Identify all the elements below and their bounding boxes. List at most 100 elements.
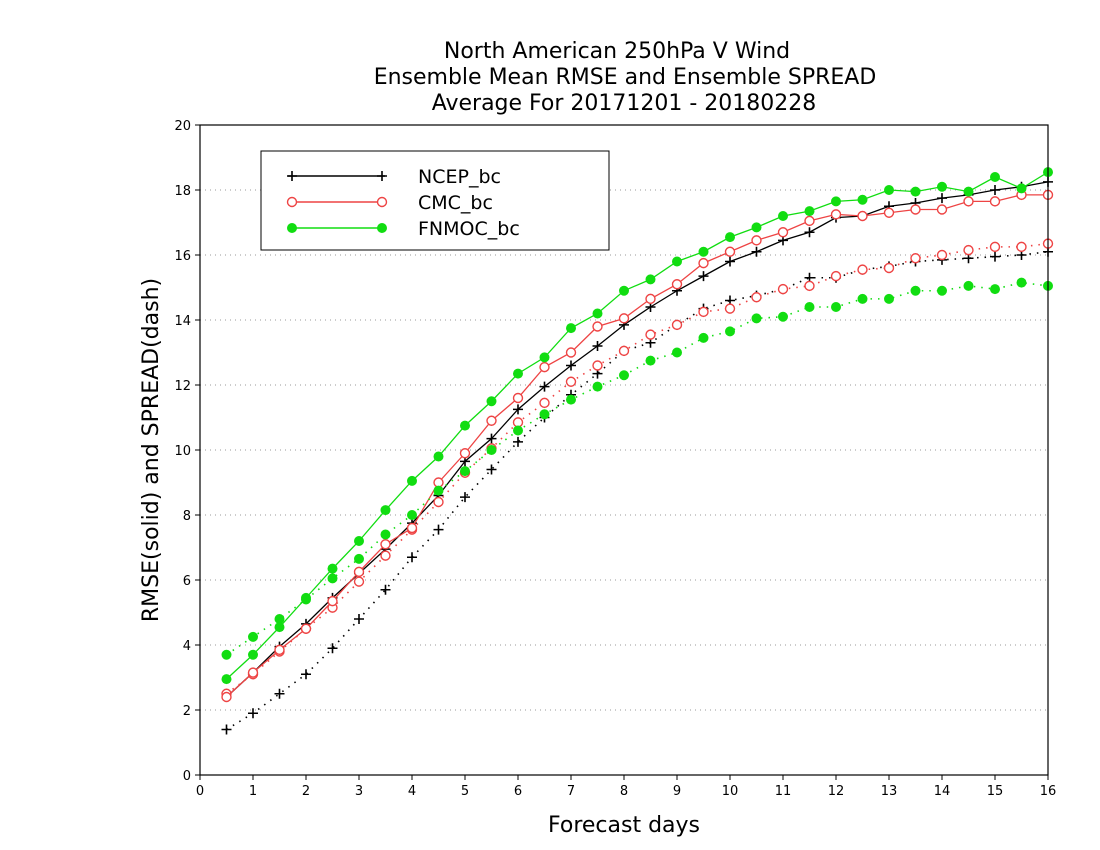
y-tick-label: 16 xyxy=(174,249,191,264)
FNMOC_bc-spread-point xyxy=(619,370,629,381)
FNMOC_bc-spread-point xyxy=(725,326,735,337)
x-tick-label: 15 xyxy=(987,784,1004,799)
x-tick-label: 1 xyxy=(249,784,257,799)
CMC_bc-spread-point xyxy=(857,264,868,275)
y-axis: 0 2 4 6 8 10 12 14 16 18 20 xyxy=(174,119,200,784)
FNMOC_bc-spread-point xyxy=(804,302,815,312)
CMC_bc-spread-point xyxy=(830,270,842,282)
y-tick-label: 10 xyxy=(174,444,191,459)
CMC_bc-rmse-point xyxy=(751,235,762,246)
FNMOC_bc-rmse-point xyxy=(248,649,258,660)
y-tick-label: 20 xyxy=(174,119,191,134)
legend-label-FNMOC_bc: FNMOC_bc xyxy=(418,218,520,240)
CMC_bc-rmse-point xyxy=(910,204,921,215)
CMC_bc-rmse-point xyxy=(724,246,736,257)
CMC_bc-spread-point xyxy=(353,576,365,587)
x-tick-label: 16 xyxy=(1040,784,1057,799)
NCEP_bc-spread-point xyxy=(460,492,470,503)
CMC_bc-rmse-point xyxy=(380,539,391,550)
CMC_bc-spread-point xyxy=(724,303,736,314)
FNMOC_bc-spread-point xyxy=(407,510,417,520)
x-tick-label: 7 xyxy=(567,784,575,799)
FNMOC_bc-rmse-point xyxy=(301,592,311,603)
FNMOC_bc-spread-point xyxy=(937,285,947,296)
CMC_bc-rmse-point xyxy=(698,257,709,269)
x-tick-label: 3 xyxy=(355,784,363,799)
FNMOC_bc-rmse-point xyxy=(1016,183,1027,194)
CMC_bc-spread-point xyxy=(989,241,1001,253)
FNMOC_bc-spread-point xyxy=(1016,277,1027,288)
chart-title: North American 250hPa V Wind Ensemble Me… xyxy=(374,39,877,116)
NCEP_bc-spread-point xyxy=(433,524,444,535)
CMC_bc-rmse-point xyxy=(645,293,656,305)
FNMOC_bc-rmse-point xyxy=(274,622,285,633)
legend-marker-NCEP_bc xyxy=(287,171,297,181)
CMC_bc-rmse-point xyxy=(883,207,895,218)
CMC_bc-spread-point xyxy=(380,550,391,561)
x-axis-label: Forecast days xyxy=(548,813,700,838)
legend-marker-NCEP_bc xyxy=(377,171,387,181)
FNMOC_bc-rmse-point xyxy=(433,451,444,462)
FNMOC_bc-spread-point xyxy=(778,311,788,322)
CMC_bc-spread-point xyxy=(565,376,577,387)
CMC_bc-spread-point xyxy=(910,253,921,264)
FNMOC_bc-spread-point xyxy=(433,485,444,496)
y-tick-label: 2 xyxy=(183,704,191,719)
CMC_bc-spread-line xyxy=(226,242,1049,695)
NCEP_bc-spread-line xyxy=(226,250,1049,731)
CMC_bc-spread-point xyxy=(963,244,974,256)
CMC_bc-rmse-point xyxy=(777,227,789,238)
CMC_bc-rmse-point xyxy=(459,448,471,459)
legend-marker-FNMOC_bc xyxy=(287,223,297,233)
y-tick-label: 4 xyxy=(183,639,191,654)
FNMOC_bc-spread-point xyxy=(910,285,921,296)
NCEP_bc-rmse-point xyxy=(698,271,709,282)
NCEP_bc-rmse-point xyxy=(486,433,497,444)
CMC_bc-spread-point xyxy=(433,496,444,508)
NCEP_bc-spread-point xyxy=(354,614,364,624)
CMC_bc-spread-point xyxy=(804,280,815,292)
legend-label-CMC_bc: CMC_bc xyxy=(418,192,493,214)
FNMOC_bc-rmse-point xyxy=(513,368,523,379)
NCEP_bc-rmse-point xyxy=(592,341,603,351)
FNMOC_bc-spread-point xyxy=(831,302,841,312)
y-tick-label: 6 xyxy=(183,574,191,589)
CMC_bc-spread-point xyxy=(1016,241,1027,253)
legend-box xyxy=(260,150,610,251)
CMC_bc-spread-point xyxy=(751,292,762,303)
x-tick-label: 14 xyxy=(934,784,951,799)
CMC_bc-rmse-point xyxy=(512,392,524,404)
series-FNMOC_bc xyxy=(221,167,1053,685)
CMC_bc-rmse-point xyxy=(989,196,1001,207)
FNMOC_bc-spread-point xyxy=(698,332,709,343)
FNMOC_bc-rmse-point xyxy=(751,222,762,233)
CMC_bc-rmse-point xyxy=(936,204,948,215)
x-tick-label: 11 xyxy=(775,784,792,799)
CMC_bc-rmse-point xyxy=(353,566,365,578)
FNMOC_bc-spread-point xyxy=(645,355,656,366)
FNMOC_bc-rmse-point xyxy=(407,475,417,486)
CMC_bc-spread-point xyxy=(592,360,603,371)
CMC_bc-rmse-point xyxy=(221,691,232,703)
x-tick-label: 12 xyxy=(828,784,845,799)
x-tick-label: 5 xyxy=(461,784,469,799)
FNMOC_bc-spread-point xyxy=(513,425,523,436)
CMC_bc-spread-point xyxy=(883,262,895,274)
FNMOC_bc-rmse-point xyxy=(486,396,497,407)
NCEP_bc-rmse-point xyxy=(566,360,576,371)
CMC_bc-rmse-point xyxy=(274,644,285,656)
title-line-2: Ensemble Mean RMSE and Ensemble SPREAD xyxy=(374,65,877,90)
FNMOC_bc-spread-point xyxy=(460,466,470,477)
legend-marker-CMC_bc xyxy=(376,196,388,208)
FNMOC_bc-rmse-point xyxy=(778,211,788,221)
x-tick-label: 6 xyxy=(514,784,522,799)
NCEP_bc-spread-point xyxy=(990,251,1000,262)
FNMOC_bc-spread-point xyxy=(566,394,576,405)
NCEP_bc-rmse-point xyxy=(990,185,1000,195)
FNMOC_bc-rmse-point xyxy=(804,206,815,217)
FNMOC_bc-spread-point xyxy=(248,631,258,642)
CMC_bc-rmse-point xyxy=(857,210,868,222)
FNMOC_bc-rmse-point xyxy=(884,185,894,195)
y-axis-label: RMSE(solid) and SPREAD(dash) xyxy=(139,278,164,622)
